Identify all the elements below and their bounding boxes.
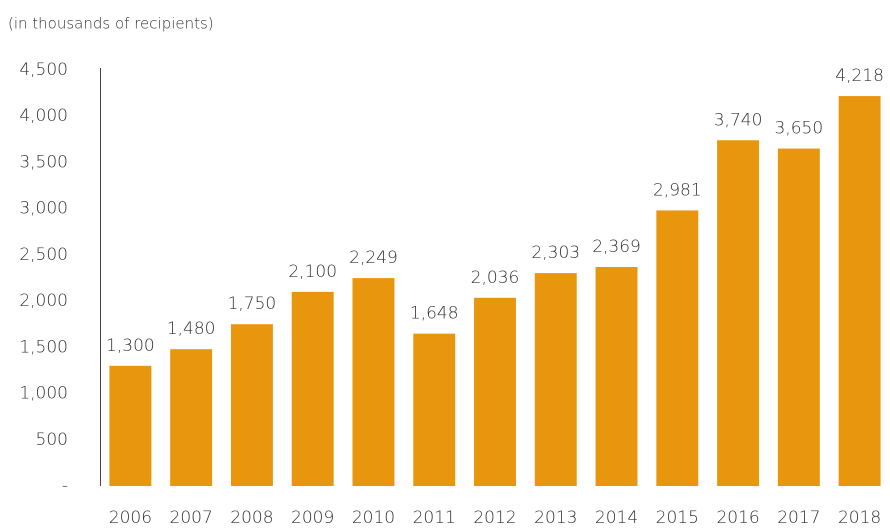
value-label: 2,249 (349, 248, 398, 268)
x-tick-label: 2017 (777, 508, 820, 528)
y-tick-label: 2,000 (19, 291, 68, 311)
y-tick-label: 1,500 (19, 337, 68, 357)
bar (109, 365, 152, 486)
bar (838, 96, 881, 486)
bar (534, 273, 577, 486)
value-label: 2,303 (531, 243, 580, 263)
y-tick-label: 500 (36, 430, 68, 450)
value-label: 2,036 (471, 268, 520, 288)
x-tick-label: 2018 (838, 508, 881, 528)
value-label: 3,740 (714, 110, 763, 130)
y-tick-label: 4,500 (19, 60, 68, 80)
x-tick-label: 2007 (170, 508, 213, 528)
x-tick-label: 2010 (352, 508, 395, 528)
value-label: 2,100 (288, 262, 337, 282)
x-tick-label: 2008 (230, 508, 273, 528)
x-tick-label: 2009 (291, 508, 334, 528)
x-tick-label: 2011 (413, 508, 456, 528)
bar (352, 278, 395, 486)
value-label: 4,218 (835, 66, 884, 86)
y-tick-label: 2,500 (19, 245, 68, 265)
bar (170, 349, 213, 486)
y-tick-label: 1,000 (19, 384, 68, 404)
bar (777, 148, 820, 487)
y-tick-label: - (62, 476, 68, 496)
x-tick-label: 2012 (473, 508, 516, 528)
x-tick-label: 2006 (109, 508, 152, 528)
bar (595, 266, 638, 486)
x-tick-label: 2015 (656, 508, 699, 528)
x-tick-label: 2013 (534, 508, 577, 528)
bar (413, 333, 456, 486)
bar (656, 210, 699, 487)
bar (230, 324, 273, 486)
x-tick-label: 2014 (595, 508, 638, 528)
bar (474, 297, 516, 486)
value-label: 1,480 (167, 319, 216, 339)
x-tick-label: 2016 (716, 508, 759, 528)
value-label: 2,369 (592, 237, 641, 257)
bar (717, 140, 760, 486)
value-label: 1,300 (106, 336, 155, 356)
y-tick-label: 3,500 (19, 152, 68, 172)
value-label: 1,648 (410, 304, 459, 324)
value-label: 2,981 (653, 180, 702, 200)
chart-subtitle: (in thousands of recipients) (8, 15, 214, 33)
bar (291, 291, 334, 486)
y-tick-label: 3,000 (19, 199, 68, 219)
value-label: 3,650 (775, 119, 824, 139)
y-tick-label: 4,000 (19, 106, 68, 126)
value-label: 1,750 (228, 294, 277, 314)
